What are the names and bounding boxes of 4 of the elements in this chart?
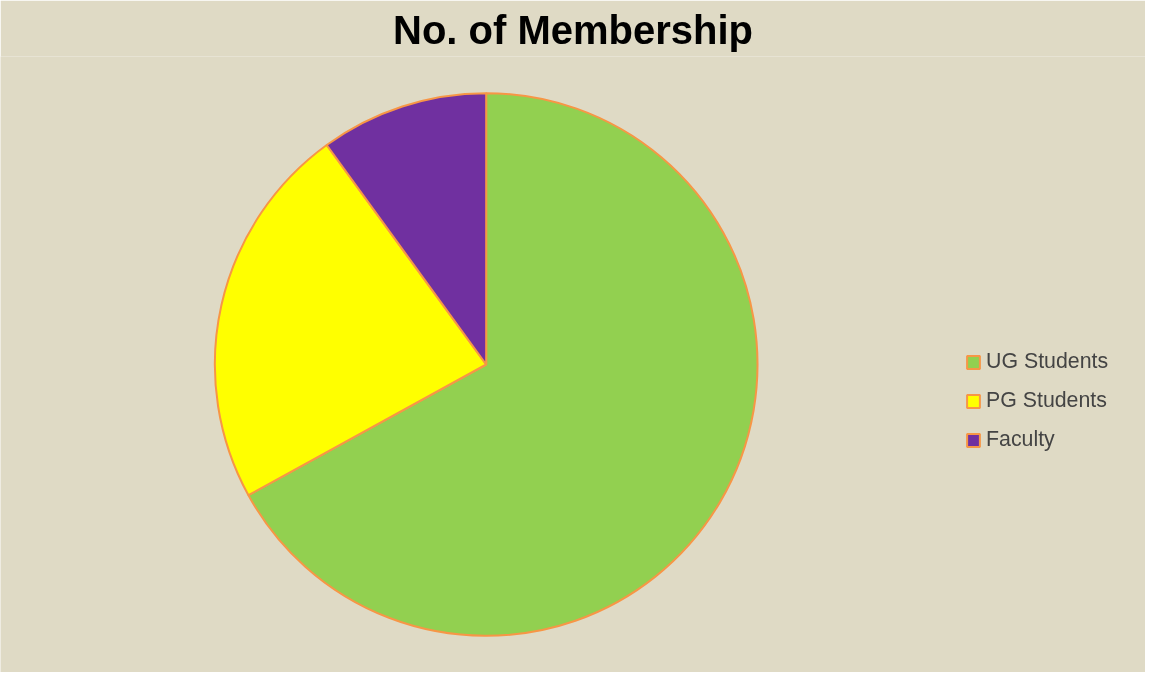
chart-title: No. of Membership [392, 7, 754, 52]
legend-label: UG Students [986, 349, 1109, 374]
legend-label: Faculty [986, 427, 1055, 452]
legend-label: PG Students [986, 388, 1107, 413]
